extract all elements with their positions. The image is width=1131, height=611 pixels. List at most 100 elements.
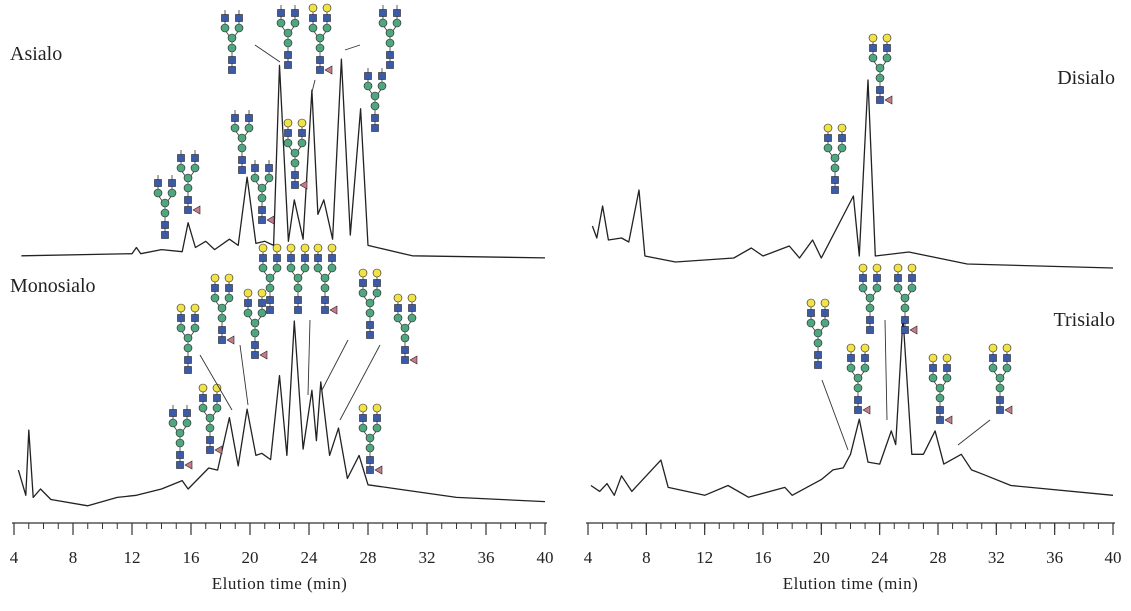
glycan-circle — [370, 91, 380, 101]
leader-line — [254, 44, 281, 63]
glycan-circle — [860, 343, 870, 353]
x-tick-label: 16 — [755, 548, 772, 567]
glycan-circle — [1002, 363, 1012, 373]
glycan-square — [291, 9, 299, 17]
glycan-icon — [286, 243, 310, 314]
glycan-circle — [907, 263, 917, 273]
glycan-circle — [198, 403, 208, 413]
glycan-square — [211, 284, 219, 292]
glycan-circle — [820, 318, 830, 328]
glycan-circle — [830, 153, 840, 163]
glycan-circle — [290, 148, 300, 158]
glycan-circle — [283, 28, 293, 38]
glycan-circle — [392, 18, 402, 28]
glycan-square — [379, 9, 387, 17]
glycan-triangle — [374, 465, 383, 475]
glycan-square — [206, 436, 214, 444]
glycan-icon — [868, 33, 893, 105]
glycan-icon — [243, 288, 268, 360]
glycan-circle — [210, 273, 220, 283]
trace-line — [17, 320, 546, 507]
series-label: Monosialo — [10, 275, 96, 297]
glycan-circle — [258, 243, 268, 253]
glycan-square — [291, 181, 299, 189]
glycan-circle — [893, 263, 903, 273]
glycan-square — [238, 166, 246, 174]
glycan-square — [373, 279, 381, 287]
glycan-square — [831, 176, 839, 184]
glycan-square — [989, 354, 997, 362]
glycan-circle — [220, 23, 230, 33]
glycan-square — [213, 394, 221, 402]
glycan-circle — [935, 383, 945, 393]
glycan-circle — [358, 423, 368, 433]
glycan-triangle — [862, 405, 871, 415]
glycan-circle — [313, 243, 323, 253]
x-tick-label: 28 — [360, 548, 377, 567]
glycan-circle — [290, 18, 300, 28]
glycan-square — [316, 56, 324, 64]
glycan-square — [869, 44, 877, 52]
glycan-square — [284, 51, 292, 59]
glycan-square — [218, 336, 226, 344]
glycan-circle — [227, 33, 237, 43]
glycan-circle — [385, 28, 395, 38]
glycan-square — [371, 114, 379, 122]
glycan-circle — [257, 193, 267, 203]
glycan-square — [901, 316, 909, 324]
glycan-square — [371, 124, 379, 132]
glycan-triangle — [214, 445, 223, 455]
glycan-circle — [865, 293, 875, 303]
glycan-circle — [257, 308, 267, 318]
glycan-circle — [853, 373, 863, 383]
glycan-circle — [293, 283, 303, 293]
leader-line — [307, 319, 311, 396]
glycan-circle — [393, 313, 403, 323]
glycan-square — [936, 416, 944, 424]
glycan-square — [309, 14, 317, 22]
glycan-icon — [176, 150, 201, 215]
glycan-square — [854, 406, 862, 414]
glycan-square — [238, 156, 246, 164]
glycan-square — [1003, 354, 1011, 362]
glycan-circle — [183, 343, 193, 353]
glycan-circle — [313, 263, 323, 273]
glycan-square — [378, 72, 386, 80]
glycan-square — [225, 284, 233, 292]
glycan-triangle — [409, 355, 418, 365]
glycan-square — [873, 274, 881, 282]
glycan-circle — [806, 298, 816, 308]
glycan-circle — [322, 23, 332, 33]
glycan-square — [866, 316, 874, 324]
x-tick-label: 12 — [696, 548, 713, 567]
glycan-triangle — [184, 460, 193, 470]
glycan-circle — [385, 38, 395, 48]
glycan-square — [199, 394, 207, 402]
glycan-square — [838, 134, 846, 142]
glycan-circle — [372, 403, 382, 413]
glycan-square — [366, 466, 374, 474]
glycan-circle — [875, 63, 885, 73]
glycan-circle — [378, 18, 388, 28]
leader-line — [321, 339, 349, 391]
glycan-icon — [893, 263, 918, 335]
glycan-circle — [407, 313, 417, 323]
glycan-circle — [257, 288, 267, 298]
glycan-circle — [175, 438, 185, 448]
glycan-square — [266, 296, 274, 304]
glycan-square — [258, 216, 266, 224]
x-tick-label: 28 — [930, 548, 947, 567]
glycan-square — [231, 114, 239, 122]
series-label: Trisialo — [1053, 309, 1115, 331]
glycan-square — [847, 354, 855, 362]
glycan-square — [265, 164, 273, 172]
leader-line — [199, 354, 233, 411]
glycan-circle — [995, 373, 1005, 383]
glycan-square — [244, 299, 252, 307]
glycan-triangle — [909, 325, 918, 335]
glycan-square — [824, 134, 832, 142]
leader-line — [344, 44, 361, 51]
glycan-circle — [942, 373, 952, 383]
x-tick-label: 36 — [478, 548, 495, 567]
glycan-circle — [988, 363, 998, 373]
